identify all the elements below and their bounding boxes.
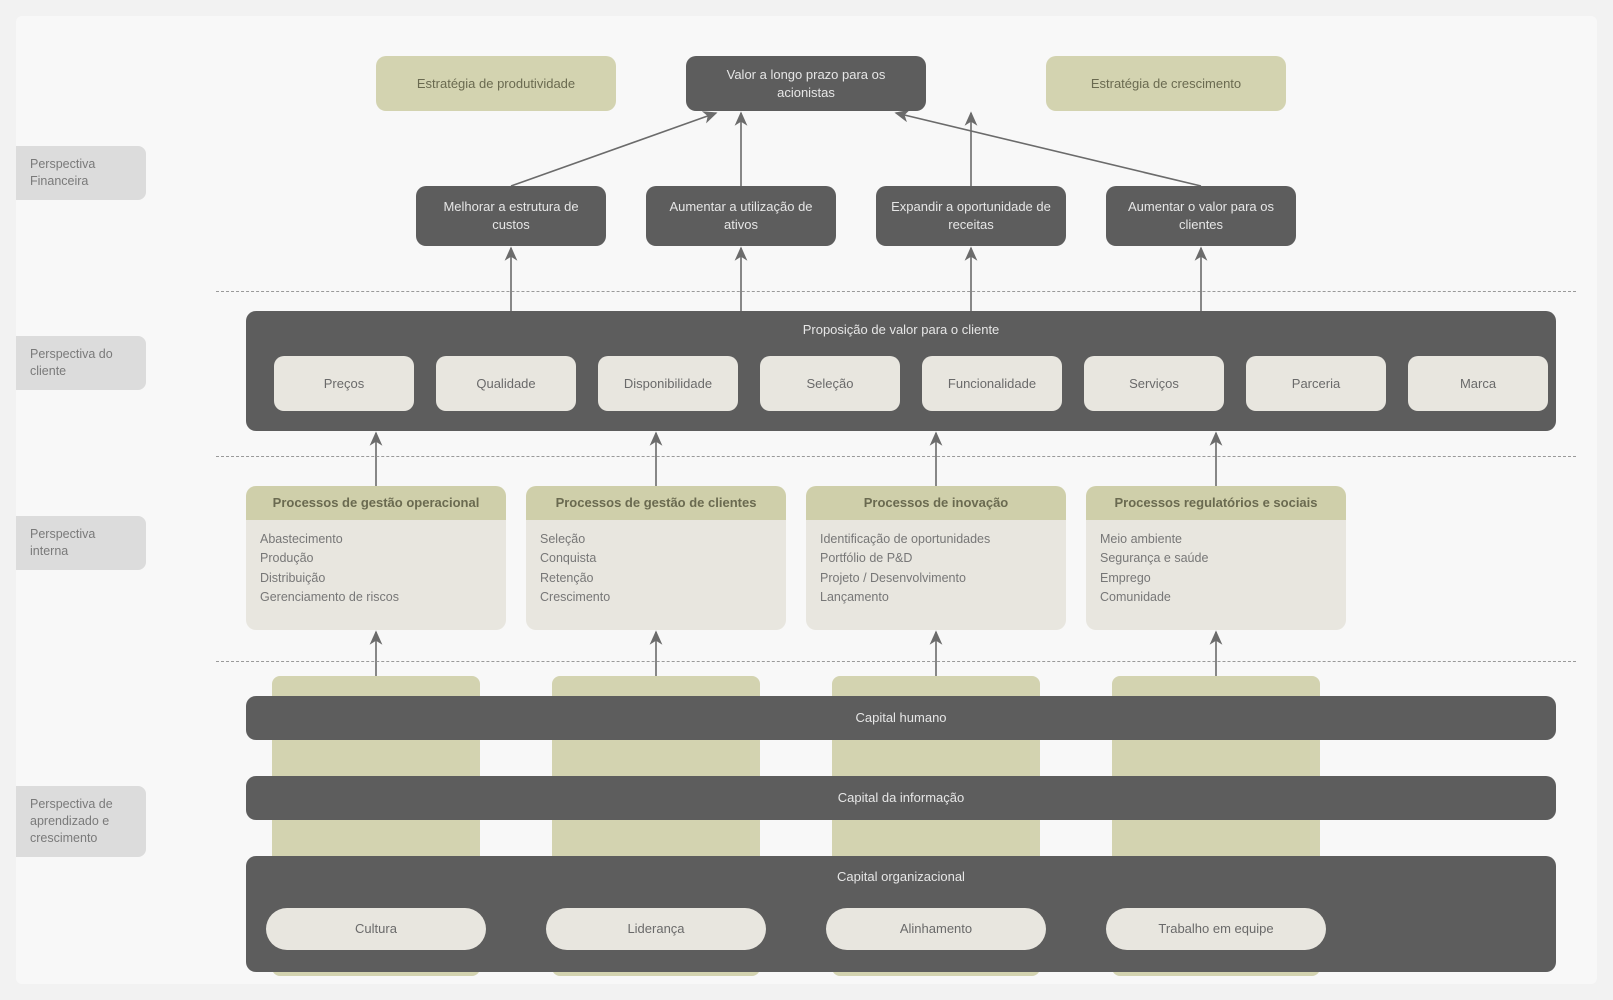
box-fin-custos: Melhorar a estrutura de custos [416,186,606,246]
label-cliente: Perspectiva do cliente [16,336,146,390]
org-item-1: Liderança [546,908,766,950]
label-aprendizado: Perspectiva de aprendizado e crescimento [16,786,146,857]
capital-org-titulo: Capital organizacional [837,868,965,886]
org-item-3: Trabalho em equipe [1106,908,1326,950]
divider-1 [216,291,1576,292]
divider-2 [216,456,1576,457]
proc-head-1: Processos de gestão de clientes [526,486,786,520]
cliente-item-7: Marca [1408,356,1548,411]
cliente-item-0: Preços [274,356,414,411]
cliente-item-3: Seleção [760,356,900,411]
proc-body-0: AbastecimentoProduçãoDistribuiçãoGerenci… [246,520,506,630]
org-item-0: Cultura [266,908,486,950]
cliente-titulo: Proposição de valor para o cliente [260,321,1542,339]
proc-body-2: Identificação de oportunidadesPortfólio … [806,520,1066,630]
label-financeira: Perspectiva Financeira [16,146,146,200]
box-fin-ativos: Aumentar a utilização de ativos [646,186,836,246]
bar-capital-informacao: Capital da informação [246,776,1556,820]
box-estrategia-crescimento: Estratégia de crescimento [1046,56,1286,111]
cliente-item-2: Disponibilidade [598,356,738,411]
cliente-item-4: Funcionalidade [922,356,1062,411]
bar-capital-humano: Capital humano [246,696,1556,740]
box-valor-acionistas: Valor a longo prazo para os acionistas [686,56,926,111]
proc-head-3: Processos regulatórios e sociais [1086,486,1346,520]
diagram-canvas: Perspectiva Financeira Perspectiva do cl… [16,16,1597,984]
cliente-item-5: Serviços [1084,356,1224,411]
proc-body-3: Meio ambienteSegurança e saúdeEmpregoCom… [1086,520,1346,630]
cliente-item-1: Qualidade [436,356,576,411]
cliente-item-6: Parceria [1246,356,1386,411]
org-item-2: Alinhamento [826,908,1046,950]
divider-3 [216,661,1576,662]
box-estrategia-produtividade: Estratégia de produtividade [376,56,616,111]
proc-head-0: Processos de gestão operacional [246,486,506,520]
box-fin-valor: Aumentar o valor para os clientes [1106,186,1296,246]
proc-head-2: Processos de inovação [806,486,1066,520]
box-fin-receitas: Expandir a oportunidade de receitas [876,186,1066,246]
label-interna: Perspectiva interna [16,516,146,570]
proc-body-1: SeleçãoConquistaRetençãoCrescimento [526,520,786,630]
